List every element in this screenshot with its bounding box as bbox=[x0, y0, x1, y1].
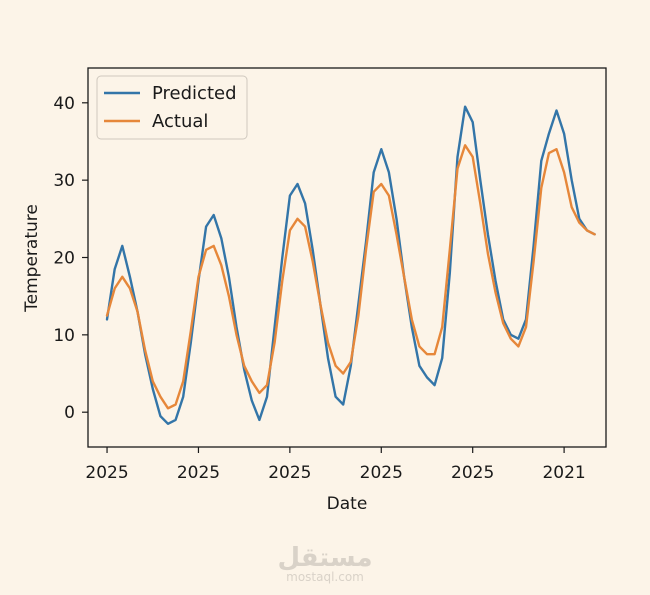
y-tick-label: 40 bbox=[53, 94, 75, 114]
watermark: مستقل mostaql.com bbox=[277, 543, 372, 584]
x-axis: 2025 2025 2025 2025 2025 2021 bbox=[85, 447, 586, 483]
x-tick-label: 2025 bbox=[451, 463, 494, 483]
series-line-actual bbox=[105, 144, 596, 410]
legend-label-predicted: Predicted bbox=[152, 83, 237, 104]
series-layer bbox=[105, 105, 596, 425]
legend-label-actual: Actual bbox=[152, 111, 208, 132]
x-tick-label: 2025 bbox=[268, 463, 311, 483]
y-axis: 0 10 20 30 40 bbox=[53, 94, 88, 423]
y-tick-label: 20 bbox=[53, 249, 75, 269]
y-tick-label: 10 bbox=[53, 326, 75, 346]
x-tick-label: 2021 bbox=[542, 463, 585, 483]
series-line-predicted bbox=[105, 105, 596, 425]
x-axis-label: Date bbox=[327, 494, 368, 514]
watermark-url: mostaql.com bbox=[286, 570, 364, 584]
legend: Predicted Actual bbox=[96, 75, 248, 140]
watermark-logo-text: مستقل bbox=[277, 543, 372, 573]
y-axis-label: Temperature bbox=[22, 204, 42, 313]
x-tick-label: 2025 bbox=[360, 463, 403, 483]
y-tick-label: 0 bbox=[64, 403, 75, 423]
y-tick-label: 30 bbox=[53, 171, 75, 191]
x-tick-label: 2025 bbox=[177, 463, 220, 483]
x-tick-label: 2025 bbox=[85, 463, 128, 483]
